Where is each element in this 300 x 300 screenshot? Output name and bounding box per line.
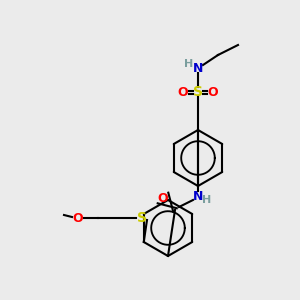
Text: N: N: [193, 61, 203, 74]
Text: O: O: [73, 212, 83, 224]
Text: S: S: [193, 85, 203, 99]
Text: S: S: [137, 211, 147, 225]
Text: O: O: [178, 85, 188, 98]
Text: H: H: [184, 59, 194, 69]
Text: O: O: [158, 191, 168, 205]
Text: H: H: [202, 195, 211, 205]
Text: N: N: [193, 190, 203, 202]
Text: O: O: [208, 85, 218, 98]
